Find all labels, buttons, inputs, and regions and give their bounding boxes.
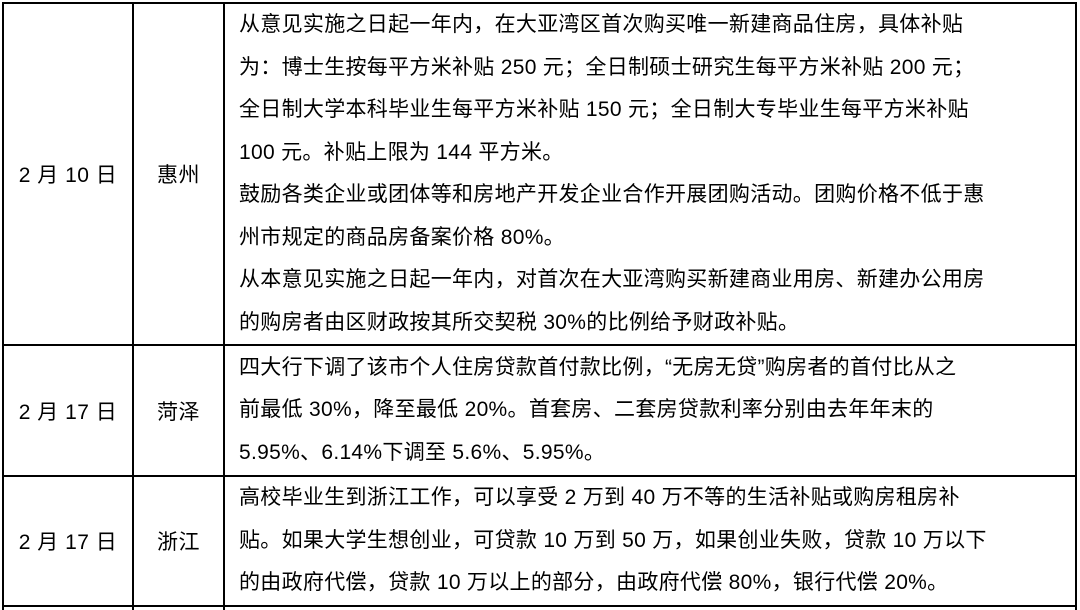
policy-text-line: 的由政府代偿，贷款 10 万以上的部分，由政府代偿 80%，银行代偿 20%。 (239, 571, 949, 594)
city-cell: 惠州 (132, 2, 225, 346)
table-row: 2 月 10 日惠州 从意见实施之日起一年内，在大亚湾区首次购买唯一新建商品住房，… (2, 2, 1077, 346)
policy-cell: 高校毕业生到浙江工作，可以享受 2 万到 40 万不等的生活补贴或购房租房补贴。… (223, 475, 1077, 607)
policy-text-line: 从本意见实施之日起一年内，对首次在大亚湾购买新建商业用房、新建办公用房 (239, 268, 985, 291)
date-cell: 2 月 10 日 (2, 2, 134, 346)
policy-text-line: 高校毕业生到浙江工作，可以享受 2 万到 40 万不等的生活补贴或购房租房补 (239, 486, 960, 509)
city-cell (132, 604, 225, 610)
policy-text-line: 州市规定的商品房备案价格 80%。 (239, 225, 565, 249)
policy-text-line: 前最低 30%，降至最低 20%。首套房、二套房贷款利率分别由去年年末的 (239, 398, 934, 422)
policy-cell: 从意见实施之日起一年内，在大亚湾区首次购买唯一新建商品住房，具体补贴 为：博士生按… (223, 2, 1077, 346)
policy-text-line: 全日制大学本科毕业生每平方米补贴 150 元；全日制大专毕业生每平方米补贴 (239, 98, 969, 121)
policy-text-line: 四大行下调了该市个人住房贷款首付款比例，“无房无贷”购房者的首付比从之 (239, 355, 957, 379)
policy-text-line: 100 元。补贴上限为 144 平方米。 (239, 140, 564, 164)
policy-text-line: 为：博士生按每平方米补贴 250 元；全日制硕士研究生每平方米补贴 200 元； (239, 55, 975, 79)
date-cell (2, 604, 134, 610)
table-row: 2 月 17 日菏泽 四大行下调了该市个人住房贷款首付款比例，“无房无贷”购房者的… (2, 344, 1077, 477)
city-cell: 菏泽 (132, 344, 225, 477)
policy-text-line: 贴。如果大学生想创业，可贷款 10 万到 50 万，如果创业失败，贷款 10 万… (239, 528, 987, 552)
policy-text-line: 5.95%、6.14%下调至 5.6%、5.95%。 (239, 440, 606, 464)
policy-cell: 四大行下调了该市个人住房贷款首付款比例，“无房无贷”购房者的首付比从之 前最低 3… (223, 344, 1077, 477)
city-cell: 浙江 (132, 475, 225, 607)
policy-cell (223, 604, 1077, 610)
table-row (2, 604, 1077, 610)
policy-text-line: 鼓励各类企业或团体等和房地产开发企业合作开展团购活动。团购价格不低于惠 (239, 183, 985, 206)
date-cell: 2 月 17 日 (2, 475, 134, 607)
date-cell: 2 月 17 日 (2, 344, 134, 477)
table-row: 2 月 17 日浙江 高校毕业生到浙江工作，可以享受 2 万到 40 万不等的生活… (2, 475, 1077, 607)
policy-text-line: 的购房者由区财政按其所交契税 30%的比例给予财政补贴。 (239, 310, 800, 334)
policy-text-line: 从意见实施之日起一年内，在大亚湾区首次购买唯一新建商品住房，具体补贴 (239, 13, 964, 36)
